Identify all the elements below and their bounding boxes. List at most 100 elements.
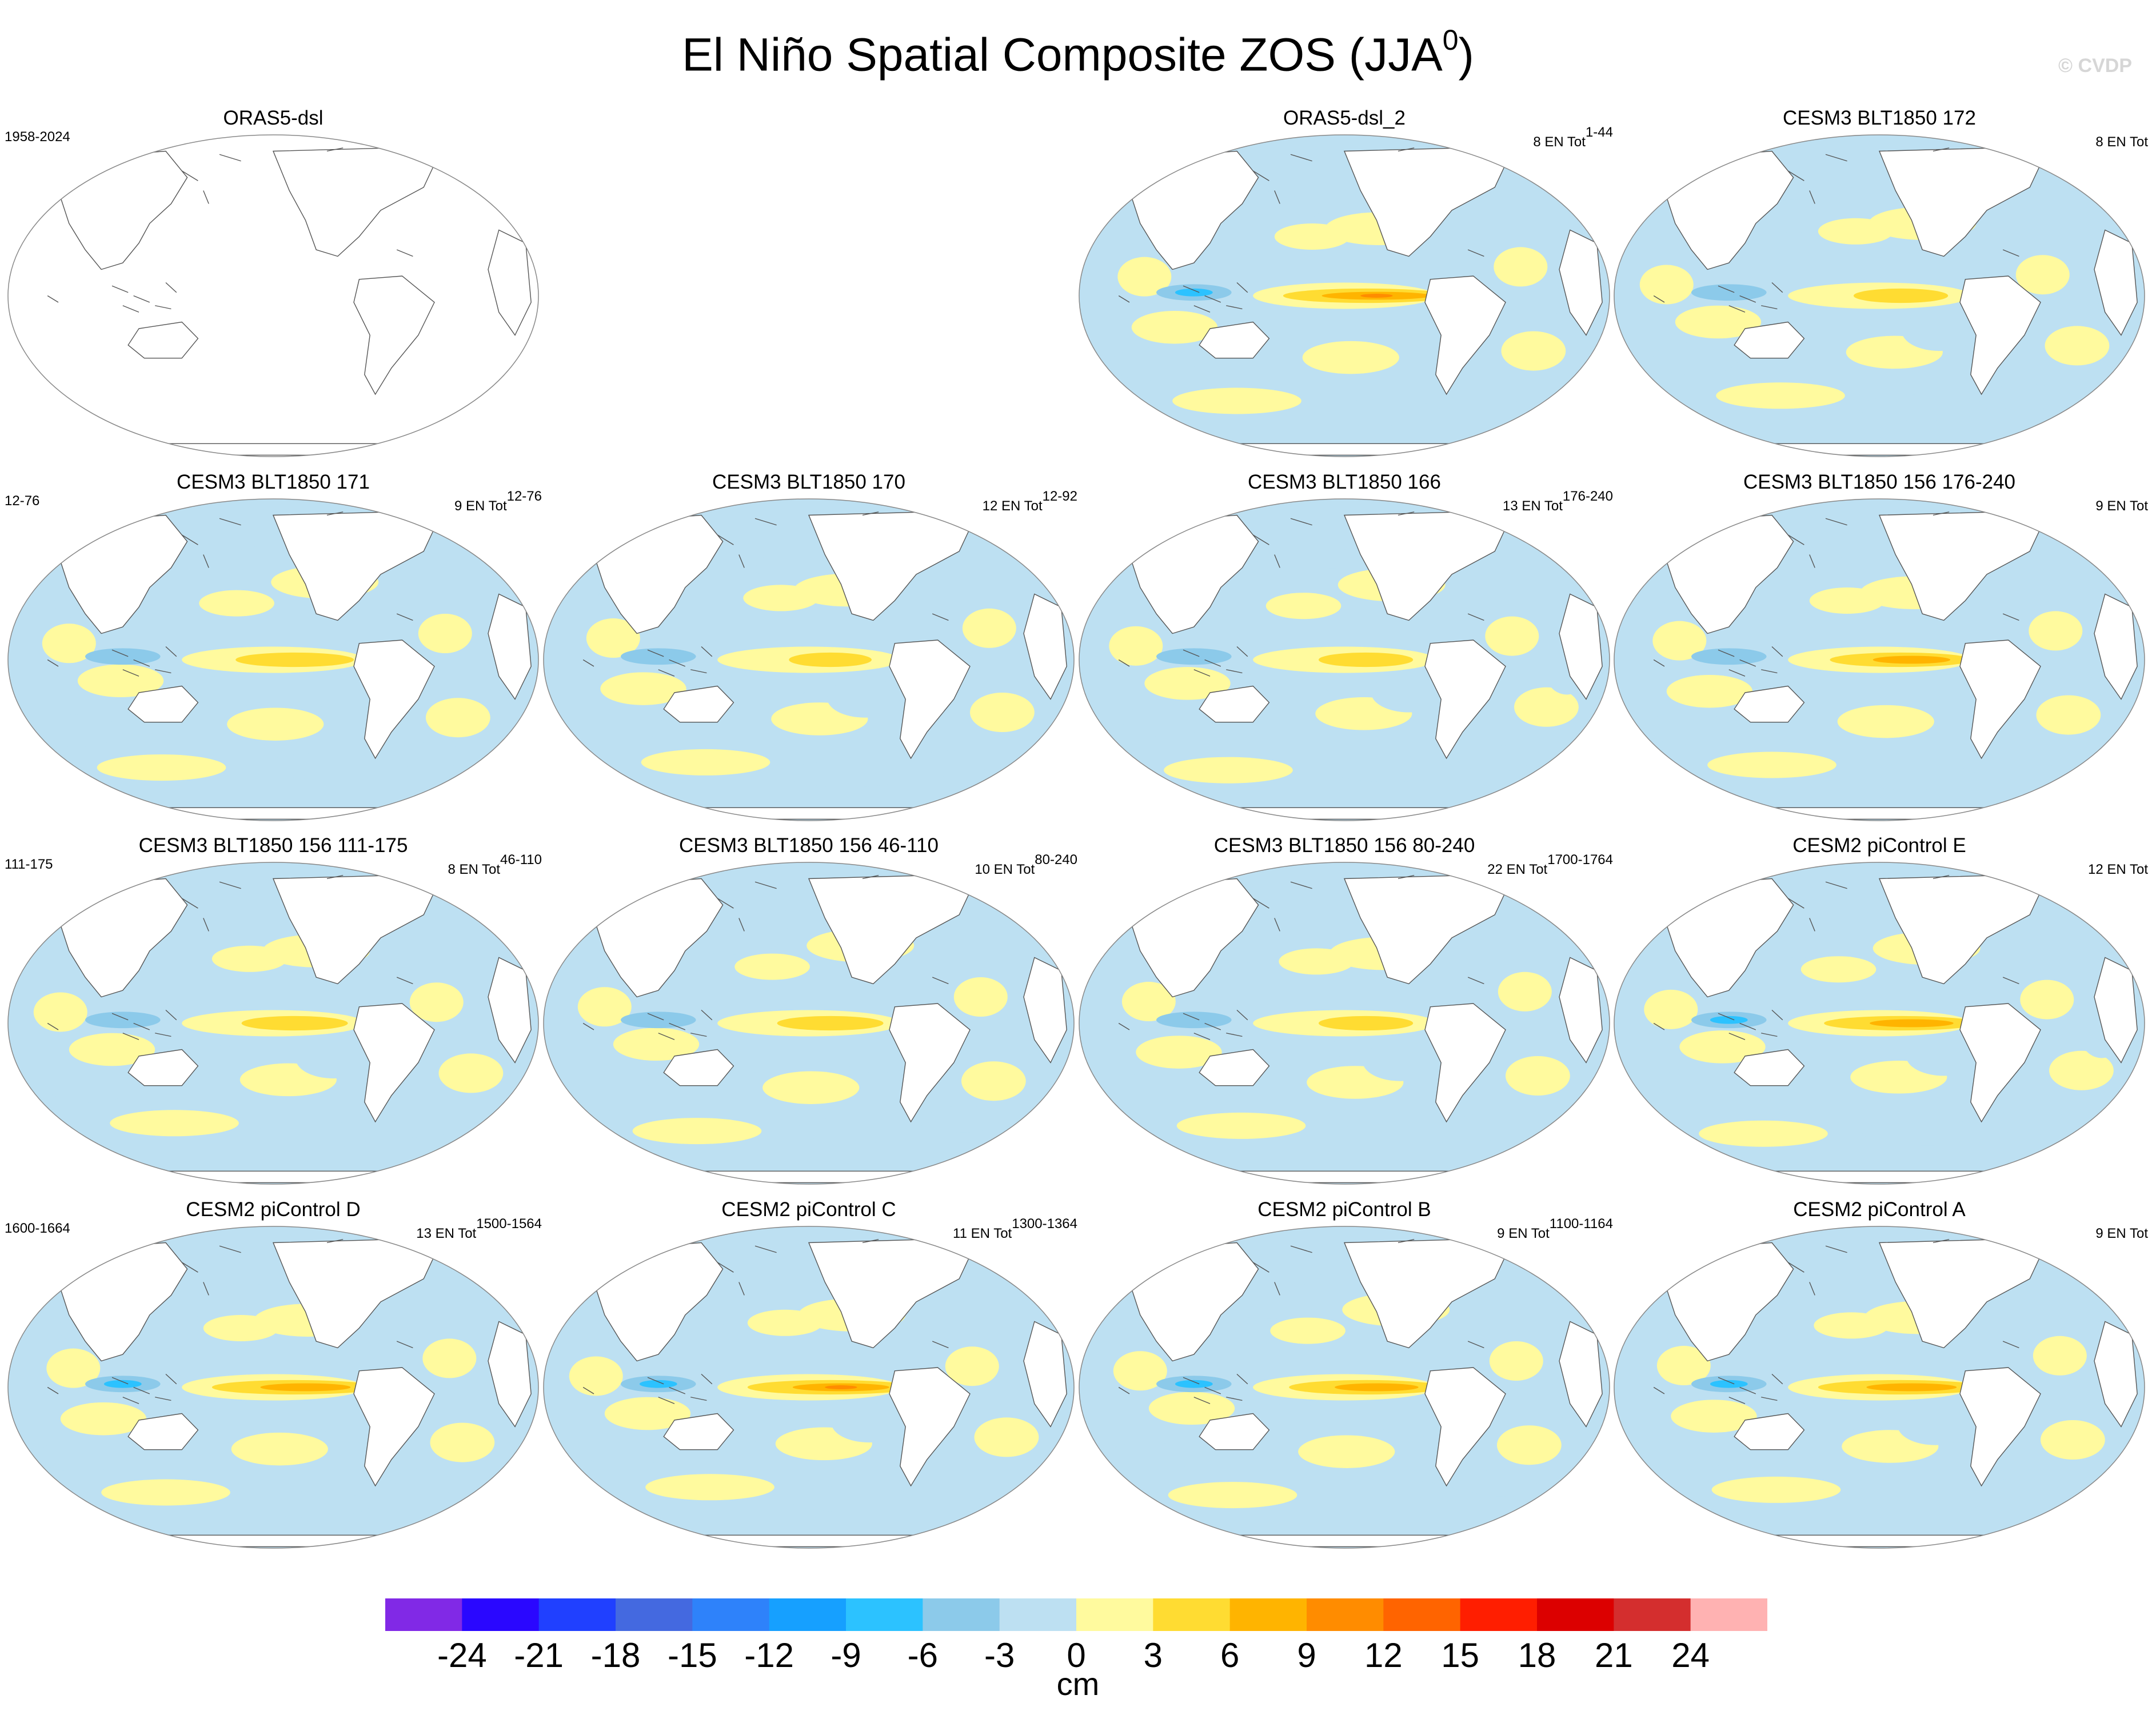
- anomaly-patch: [1314, 399, 1443, 426]
- continent-landmass: [647, 1534, 971, 1548]
- panel-title: CESM3 BLT1850 156 111-175: [138, 834, 408, 857]
- island-coastline: [47, 295, 59, 303]
- continent-landmass: [1424, 275, 1506, 395]
- anomaly-patch: [962, 608, 1016, 648]
- continent-landmass: [353, 275, 435, 395]
- island-coastline: [203, 190, 209, 204]
- anomaly-patch: [1331, 1480, 1461, 1507]
- colorbar-segment: [1614, 1598, 1691, 1631]
- anomaly-patch: [569, 1356, 623, 1396]
- equatorial-strong-positive: [1870, 1019, 1954, 1028]
- anomaly-patch: [1489, 1341, 1543, 1381]
- island-coastline: [155, 305, 171, 310]
- colorbar-tick-label: 24: [1671, 1636, 1710, 1674]
- map-panel: CESM3 BLT1850 172 8 EN Tot: [1611, 106, 2148, 460]
- colorbar-tick-label: 15: [1441, 1636, 1480, 1674]
- anomaly-patch: [1787, 673, 1873, 707]
- continent-landmass: [111, 443, 435, 456]
- anomaly-patch: [961, 1061, 1026, 1101]
- continent-landmass: [1199, 321, 1270, 359]
- island-coastline: [862, 511, 879, 516]
- island-coastline: [203, 1282, 209, 1296]
- anomaly-patch: [1448, 1114, 1524, 1141]
- panel-title: CESM2 piControl E: [1792, 834, 1966, 857]
- anomaly-patch: [243, 1491, 372, 1518]
- continent-landmass: [353, 1367, 435, 1487]
- anomaly-patch: [613, 1028, 700, 1061]
- world-map: [1079, 862, 1610, 1185]
- continent-landmass: [1424, 639, 1506, 759]
- continent-landmass: [593, 878, 724, 998]
- continent-landmass: [647, 1170, 971, 1184]
- island-coastline: [669, 1022, 686, 1030]
- continent-landmass: [593, 514, 724, 634]
- island-coastline: [1809, 554, 1815, 568]
- anomaly-patch: [600, 672, 686, 705]
- continent-landmass: [889, 1003, 971, 1123]
- island-coastline: [47, 659, 59, 667]
- continent-landmass: [1734, 685, 1805, 723]
- anomaly-patch: [1906, 1036, 1982, 1076]
- continent-landmass: [111, 807, 435, 820]
- island-coastline: [326, 511, 344, 516]
- world-map: [7, 1226, 539, 1549]
- map-border: [1079, 134, 1610, 457]
- continent-landmass: [127, 1049, 199, 1086]
- panel-event-count: 11 EN Tot1300-1364: [953, 1216, 1077, 1241]
- anomaly-patch: [720, 671, 807, 704]
- island-coastline: [1118, 659, 1130, 667]
- panel-event-count: 8 EN Tot46-110: [448, 852, 542, 877]
- island-coastline: [122, 1397, 139, 1404]
- anomaly-patch: [38, 1439, 124, 1472]
- island-coastline: [1771, 1009, 1783, 1021]
- continent-landmass: [889, 639, 971, 759]
- colorbar-tick-label: -18: [590, 1636, 641, 1674]
- continent-landmass: [1183, 1170, 1506, 1184]
- anomaly-patch: [1172, 387, 1301, 414]
- anomaly-patch: [1270, 1317, 1345, 1344]
- island-coastline: [1653, 295, 1665, 303]
- colorbar-tick-label: 9: [1297, 1636, 1316, 1674]
- island-coastline: [1204, 1022, 1221, 1030]
- continent-landmass: [985, 875, 1025, 899]
- continent-landmass: [450, 511, 489, 535]
- equatorial-positive-core: [235, 652, 354, 667]
- island-coastline: [658, 669, 675, 677]
- west-pacific-negative-anomaly: [1156, 1012, 1232, 1029]
- colorbar-segment: [1383, 1598, 1461, 1631]
- island-coastline: [862, 875, 879, 880]
- anomaly-patch: [2033, 1336, 2087, 1376]
- island-coastline: [1274, 918, 1280, 932]
- continent-landmass: [1129, 1242, 1259, 1362]
- island-coastline: [1118, 1022, 1130, 1030]
- map-panel: CESM2 piControl B 9 EN Tot1100-1164: [1076, 1197, 1613, 1552]
- anomaly-patch: [227, 707, 324, 741]
- anomaly-patch: [1287, 192, 1352, 213]
- anomaly-patch: [2049, 1050, 2114, 1090]
- colorbar-tick-label: 0: [1067, 1636, 1086, 1674]
- colorbar-segment: [923, 1598, 1000, 1631]
- colorbar-segment: [385, 1598, 462, 1631]
- island-coastline: [326, 147, 344, 152]
- island-coastline: [47, 1022, 59, 1030]
- anomaly-patch: [1897, 1405, 1973, 1445]
- equatorial-strong-positive: [260, 1383, 351, 1392]
- anomaly-patch: [1837, 705, 1934, 738]
- island-coastline: [1274, 190, 1280, 204]
- anomaly-patch: [925, 1106, 1001, 1133]
- anomaly-patch: [1671, 1400, 1757, 1433]
- world-map: [1079, 498, 1610, 821]
- map-border: [1079, 862, 1610, 1185]
- continent-landmass: [111, 1534, 435, 1548]
- island-coastline: [1771, 282, 1783, 293]
- map-panel: CESM3 BLT1850 171 12-76 9 EN Tot12-76: [5, 470, 542, 824]
- island-coastline: [1933, 1239, 1950, 1244]
- colorbar-segment: [1460, 1598, 1538, 1631]
- world-map: [1614, 1226, 2145, 1549]
- anomaly-patch: [641, 749, 770, 775]
- map-border: [7, 1226, 539, 1549]
- anomaly-patch: [1291, 917, 1356, 937]
- island-coastline: [1398, 147, 1415, 152]
- anomaly-patch: [390, 742, 466, 769]
- anomaly-patch: [101, 1479, 230, 1506]
